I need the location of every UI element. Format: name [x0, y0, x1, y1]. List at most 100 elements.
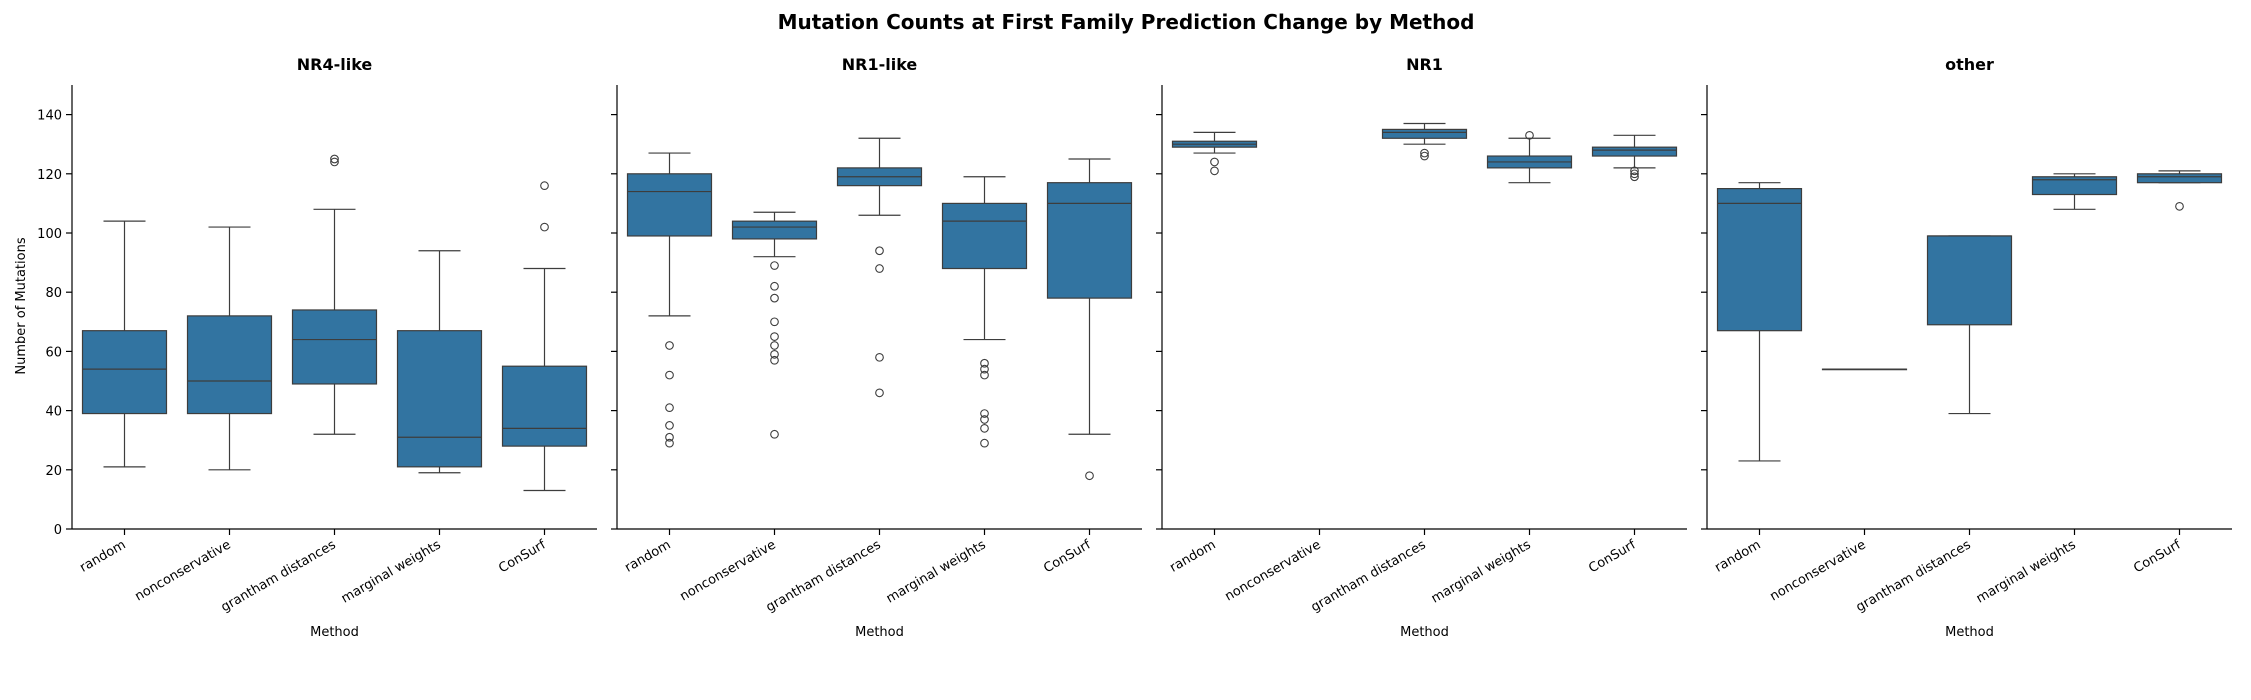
- outlier-point: [770, 355, 779, 365]
- x-axis-label: Method: [1945, 625, 1994, 640]
- y-tick-label: 80: [45, 286, 62, 301]
- box-random: [1171, 131, 1258, 176]
- panel-title: NR4-like: [297, 55, 373, 74]
- x-tick-label: marginal weights: [1429, 537, 1534, 606]
- box-random: [1716, 182, 1803, 462]
- outlier-point: [665, 438, 674, 448]
- outlier-point: [980, 370, 989, 380]
- iqr-box: [731, 220, 818, 240]
- x-axis-label: Method: [1400, 625, 1449, 640]
- x-tick-label: marginal weights: [339, 537, 444, 606]
- x-tick-label: nonconservative: [1768, 537, 1869, 604]
- box-random: [81, 220, 168, 468]
- outlier-point: [1420, 148, 1429, 158]
- box-nonconservative: [186, 226, 273, 471]
- iqr-box: [2031, 176, 2118, 196]
- iqr-box: [396, 330, 483, 468]
- outlier-point: [540, 181, 549, 190]
- iqr-box: [1716, 188, 1803, 332]
- box-grantham-distances: [291, 154, 378, 435]
- x-tick-label: marginal weights: [884, 537, 989, 606]
- x-tick-label: random: [1712, 537, 1763, 575]
- y-tick-label: 100: [37, 227, 62, 242]
- outlier-point: [770, 281, 779, 291]
- iqr-box: [2136, 173, 2223, 184]
- panel-title: NR1: [1406, 55, 1443, 74]
- outlier-point: [980, 415, 989, 424]
- x-tick-label: marginal weights: [1974, 537, 2079, 606]
- x-tick-label: ConSurf: [496, 537, 549, 576]
- y-tick-label: 40: [45, 405, 62, 420]
- box-marginal-weights: [2031, 173, 2118, 210]
- outlier-point: [1525, 130, 1534, 140]
- panel-title: other: [1945, 55, 1994, 74]
- panel-1: NR4-like 0 20 40 60 80 100 120 140 random nonconse…: [37, 55, 597, 640]
- box-consurf: [1591, 134, 1678, 182]
- x-tick-label: ConSurf: [1041, 537, 1094, 576]
- iqr-box: [941, 202, 1028, 270]
- box-nonconservative: [731, 211, 818, 439]
- outlier-point: [1420, 151, 1429, 161]
- x-tick-label: grantham distances: [1309, 537, 1429, 615]
- x-tick-label: ConSurf: [2131, 537, 2184, 576]
- x-tick-label: grantham distances: [219, 537, 339, 615]
- outlier-point: [980, 409, 989, 418]
- outlier-point: [2175, 202, 2184, 211]
- iqr-box: [1591, 146, 1678, 157]
- outlier-point: [770, 293, 779, 303]
- x-tick-label: nonconservative: [678, 537, 779, 604]
- box-grantham-distances: [1381, 122, 1468, 161]
- y-tick-label: 140: [37, 109, 62, 124]
- x-tick-label: grantham distances: [1854, 537, 1974, 615]
- box-marginal-weights: [1486, 130, 1573, 184]
- box-grantham-distances: [836, 137, 923, 398]
- x-tick-label: nonconservative: [133, 537, 234, 604]
- outlier-point: [875, 352, 884, 362]
- x-tick-label: ConSurf: [1586, 537, 1639, 576]
- box-random: [626, 152, 713, 448]
- x-axis-label: Method: [855, 625, 904, 640]
- outlier-point: [770, 332, 779, 341]
- iqr-box: [501, 365, 588, 447]
- y-axis-label: Number of Mutations: [14, 237, 29, 374]
- box-consurf: [501, 181, 588, 492]
- y-tick-label: 0: [54, 523, 62, 538]
- outlier-point: [980, 424, 989, 433]
- outlier-point: [665, 421, 674, 430]
- outlier-point: [665, 341, 674, 350]
- outlier-point: [665, 403, 674, 412]
- box-nonconservative: [1821, 368, 1908, 371]
- iqr-box: [186, 315, 273, 415]
- y-tick-label: 120: [37, 168, 62, 183]
- outlier-point: [540, 222, 549, 232]
- figure-title: Mutation Counts at First Family Predicti…: [778, 10, 1475, 34]
- box-consurf: [1046, 158, 1133, 481]
- outlier-point: [665, 370, 674, 380]
- outlier-point: [770, 341, 779, 350]
- outlier-point: [875, 388, 884, 398]
- x-tick-label: random: [622, 537, 673, 575]
- iqr-box: [1046, 182, 1133, 299]
- outlier-point: [770, 429, 779, 439]
- outlier-point: [980, 358, 989, 368]
- outlier-point: [875, 264, 884, 273]
- outlier-point: [1085, 471, 1094, 481]
- outlier-point: [330, 157, 339, 167]
- outlier-point: [770, 350, 779, 359]
- x-tick-label: grantham distances: [764, 537, 884, 615]
- outlier-point: [1630, 166, 1639, 176]
- outlier-point: [980, 438, 989, 448]
- box-marginal-weights: [396, 250, 483, 474]
- iqr-box: [626, 173, 713, 237]
- outlier-point: [980, 364, 989, 374]
- box-grantham-distances: [1926, 235, 2013, 415]
- iqr-box: [1381, 128, 1468, 139]
- x-tick-label: random: [1167, 537, 1218, 575]
- panel-title: NR1-like: [842, 55, 918, 74]
- iqr-box: [1926, 235, 2013, 326]
- outlier-point: [1630, 169, 1639, 179]
- outlier-point: [770, 317, 779, 327]
